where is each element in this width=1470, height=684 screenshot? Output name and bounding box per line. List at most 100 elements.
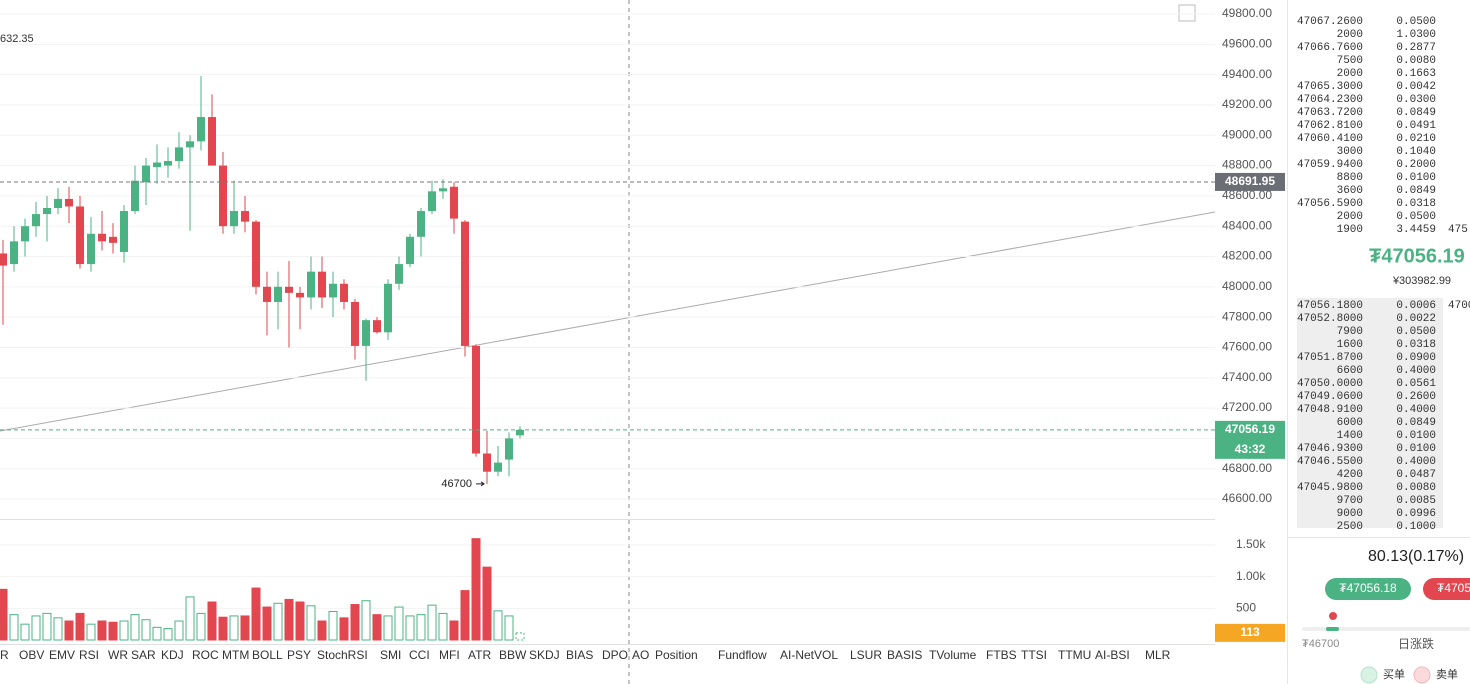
low-arrow <box>476 481 485 487</box>
expand-icon[interactable] <box>1178 4 1196 22</box>
volume-bar <box>141 619 151 641</box>
bid-price: 9000 <box>1337 508 1363 520</box>
volume-bar <box>449 620 459 641</box>
indicator-tab[interactable]: BBW <box>499 648 527 662</box>
indicator-tab[interactable]: SKDJ <box>529 648 560 662</box>
indicator-tab[interactable]: AI-BSI <box>1095 648 1130 662</box>
indicator-tab[interactable]: MTM <box>222 648 249 662</box>
bid-price: 1400 <box>1337 430 1363 442</box>
indicator-tab[interactable]: VR <box>0 648 9 662</box>
ask-amount: 3.4459 <box>1396 224 1436 236</box>
buy-button-label[interactable]: ₮47056.18 <box>1339 581 1397 595</box>
candle-body <box>461 221 469 346</box>
ask-price: 47065.3000 <box>1297 81 1363 93</box>
indicator-tab[interactable]: CCI <box>409 648 430 662</box>
candle-body <box>428 191 436 212</box>
candle-body <box>164 161 172 166</box>
candle-body <box>362 320 370 346</box>
bid-amount: 0.0085 <box>1396 495 1436 507</box>
volume-bar <box>350 604 360 641</box>
candle-body <box>43 208 51 215</box>
indicator-tab[interactable]: MLR <box>1145 648 1171 662</box>
indicator-tab[interactable]: LSUR <box>850 648 882 662</box>
indicator-tab[interactable]: ROC <box>192 648 219 662</box>
volume-bar <box>251 587 261 641</box>
sell-button-label[interactable]: ₮4705 <box>1437 581 1470 595</box>
bid-price: 47050.0000 <box>1297 378 1363 390</box>
indicator-tab[interactable]: StochRSI <box>317 648 368 662</box>
ref-label-bg <box>1215 172 1285 191</box>
candle-body <box>87 233 95 265</box>
indicator-tab[interactable]: DPO <box>602 648 628 662</box>
ask-price: 47060.4100 <box>1297 133 1363 145</box>
indicator-tab[interactable]: WR <box>108 648 128 662</box>
candle-body <box>472 345 480 454</box>
candle-body <box>142 165 150 183</box>
indicator-tab[interactable]: MFI <box>439 648 460 662</box>
last-label: 47056.19 <box>1225 422 1275 436</box>
ask-price: 2000 <box>1337 29 1363 41</box>
sell-button[interactable] <box>1423 578 1470 600</box>
buy-legend: 买单 <box>1383 668 1405 681</box>
indicator-tab[interactable]: BASIS <box>887 648 922 662</box>
candle-body <box>252 221 260 287</box>
indicator-tab[interactable]: Fundflow <box>718 648 767 662</box>
ask-amount: 0.0500 <box>1396 211 1436 223</box>
indicator-tab[interactable]: TTMU <box>1058 648 1091 662</box>
volume-bar <box>394 606 404 641</box>
volume-bar <box>97 620 107 641</box>
bid-price: 47049.0600 <box>1297 391 1363 403</box>
indicator-tab[interactable]: BOLL <box>252 648 283 662</box>
ask-amount: 0.0300 <box>1396 94 1436 106</box>
indicator-tab[interactable]: EMV <box>49 648 75 662</box>
y-tick-label: 49600.00 <box>1222 36 1272 50</box>
clipped-text: 4700 <box>1448 300 1470 312</box>
volume-bar <box>31 615 41 641</box>
last-price: ₮47056.19 <box>1369 245 1465 267</box>
y-tick-label: 49400.00 <box>1222 67 1272 81</box>
volume-bar <box>130 614 140 641</box>
last-price-cny: ¥303982.99 <box>1392 275 1451 287</box>
indicator-tab[interactable]: SMI <box>380 648 401 662</box>
candle-body <box>340 283 348 302</box>
bid-price: 47045.9800 <box>1297 482 1363 494</box>
y-tick-label: 49200.00 <box>1222 97 1272 111</box>
bid-amount: 0.0100 <box>1396 430 1436 442</box>
indicator-tab[interactable]: PSY <box>287 648 311 662</box>
ask-price: 47059.9400 <box>1297 159 1363 171</box>
volume-bar <box>152 626 162 641</box>
bid-price: 47056.1800 <box>1297 300 1363 312</box>
bid-amount: 0.4000 <box>1396 365 1436 377</box>
candle-body <box>329 283 337 298</box>
bid-amount: 0.0849 <box>1396 417 1436 429</box>
indicator-tab[interactable]: TTSI <box>1021 648 1047 662</box>
bid-amount: 0.2600 <box>1396 391 1436 403</box>
bid-price: 7900 <box>1337 326 1363 338</box>
indicator-tab[interactable]: BIAS <box>566 648 593 662</box>
range-label: 日涨跌 <box>1398 636 1434 651</box>
bid-amount: 0.0487 <box>1396 469 1436 481</box>
sell-legend: 卖单 <box>1436 668 1458 681</box>
indicator-tab[interactable]: OBV <box>19 648 44 662</box>
indicator-tab[interactable]: Position <box>655 648 698 662</box>
indicator-tab[interactable]: RSI <box>79 648 99 662</box>
candle-body <box>65 198 73 207</box>
volume-bar <box>317 620 327 641</box>
bid-price: 47048.9100 <box>1297 404 1363 416</box>
trend-line <box>0 211 1216 432</box>
volume-bar <box>482 566 492 641</box>
volume-bar <box>493 610 503 641</box>
indicator-tab[interactable]: SAR <box>131 648 156 662</box>
volume-bar <box>295 601 305 641</box>
candle-body <box>296 292 304 298</box>
indicator-tab[interactable]: FTBS <box>986 648 1017 662</box>
indicator-tab[interactable]: ATR <box>468 648 491 662</box>
indicator-tab[interactable]: TVolume <box>929 648 977 662</box>
ask-price: 47062.8100 <box>1297 120 1363 132</box>
candle-body <box>208 117 216 166</box>
indicator-tab[interactable]: AO <box>632 648 649 662</box>
indicator-tab[interactable]: AI-NetVOL <box>780 648 838 662</box>
indicator-tab[interactable]: KDJ <box>161 648 184 662</box>
buy-button[interactable] <box>1325 578 1411 600</box>
